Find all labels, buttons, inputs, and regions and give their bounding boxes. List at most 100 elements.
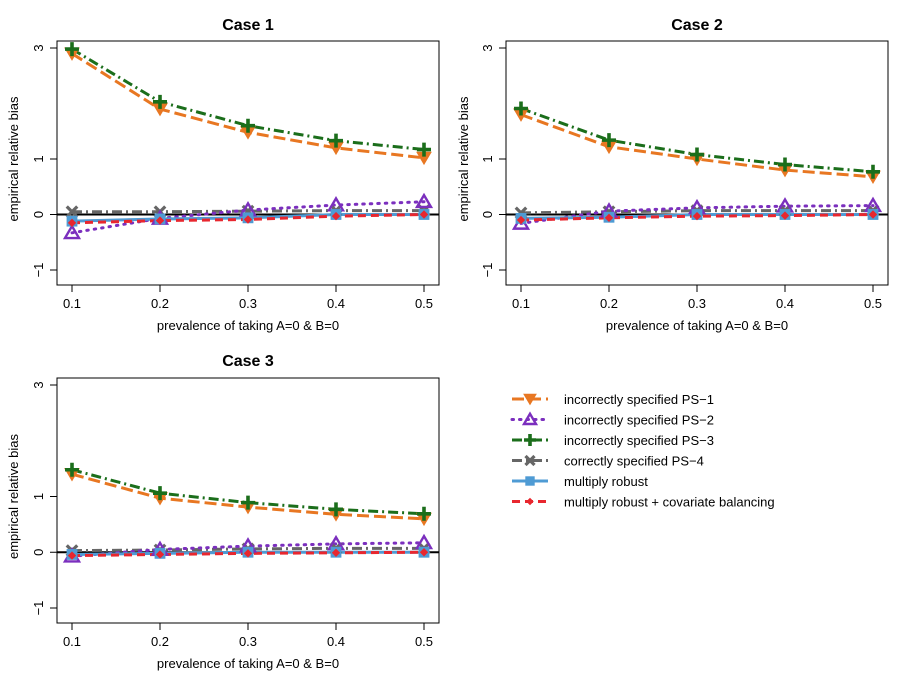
series-line-2 — [70, 200, 426, 235]
marker-diamond-small — [516, 215, 526, 225]
x-axis-label: prevalence of taking A=0 & B=0 — [606, 318, 788, 333]
x-tick-label: 0.5 — [864, 296, 882, 311]
legend-entry: incorrectly specified PS−2 — [510, 411, 714, 428]
marker-plus — [241, 495, 255, 510]
marker-diamond-small — [155, 216, 165, 225]
x-tick-label: 0.3 — [688, 296, 706, 311]
panel-3: Case 3 −1 0 1 3 0.1 0.2 0.3 0.4 0.5 prevalence of … — [6, 353, 440, 671]
legend-label: multiply robust — [564, 474, 648, 489]
y-tick-label: −1 — [31, 601, 46, 616]
panel-2: Case 2 −1 0 1 3 0.1 0.2 0.3 0.4 0.5 prevalence of … — [456, 17, 889, 333]
legend-entry: multiply robust + covariate balancing — [512, 495, 775, 510]
marker-diamond-small — [243, 549, 253, 558]
panel-title: Case 3 — [222, 353, 274, 370]
marker-cross — [524, 454, 536, 467]
series-line-1 — [71, 52, 425, 160]
x-tick-label: 0.4 — [776, 296, 794, 311]
plot-frame — [56, 40, 440, 286]
marker-triangle-up-open — [62, 223, 82, 240]
marker-plus — [690, 147, 704, 162]
x-tick-label: 0.2 — [151, 296, 169, 311]
x-axis-label: prevalence of taking A=0 & B=0 — [157, 318, 339, 333]
marker-diamond-small — [604, 213, 614, 223]
x-tick-label: 0.4 — [327, 296, 345, 311]
y-tick-label: −1 — [31, 263, 46, 278]
y-tick-label: 0 — [31, 549, 46, 556]
y-tick-label: 0 — [31, 211, 46, 218]
y-axis-label: empirical relative bias — [6, 96, 21, 221]
legend-label: incorrectly specified PS−2 — [564, 413, 714, 428]
x-tick-label: 0.4 — [327, 634, 345, 649]
legend-label: incorrectly specified PS−1 — [564, 392, 714, 407]
series-markers-1 — [64, 47, 432, 166]
marker-diamond-small — [780, 211, 790, 220]
y-tick-label: 1 — [31, 155, 46, 162]
marker-diamond-small — [331, 548, 341, 558]
legend-entry: correctly specified PS−4 — [512, 454, 704, 469]
marker-plus — [524, 434, 536, 446]
marker-plus — [514, 101, 528, 116]
legend-entry: incorrectly specified PS−1 — [512, 392, 714, 407]
legend-label: incorrectly specified PS−3 — [564, 433, 714, 448]
series-line-2 — [519, 204, 875, 225]
marker-triangle-down-filled — [523, 393, 537, 406]
y-tick-label: 3 — [480, 44, 495, 51]
x-tick-label: 0.3 — [239, 634, 257, 649]
x-tick-label: 0.1 — [63, 296, 81, 311]
marker-plus — [153, 94, 167, 109]
legend-label: multiply robust + covariate balancing — [564, 495, 775, 510]
marker-diamond-small — [868, 210, 878, 219]
marker-diamond-small — [67, 551, 77, 560]
series-line-3 — [71, 468, 425, 516]
marker-diamond-small — [419, 548, 429, 557]
marker-diamond-small — [67, 218, 77, 228]
marker-plus — [329, 502, 343, 517]
marker-plus — [153, 486, 167, 501]
series-line-1 — [520, 113, 874, 179]
marker-diamond-small — [243, 215, 253, 224]
legend-entry: incorrectly specified PS−3 — [512, 433, 714, 448]
series-markers-3 — [65, 462, 431, 521]
marker-plus — [602, 133, 616, 148]
marker-diamond-small — [331, 211, 341, 221]
x-tick-label: 0.3 — [239, 296, 257, 311]
marker-plus — [65, 462, 79, 477]
marker-triangle-up-open — [414, 192, 434, 209]
marker-plus — [417, 142, 431, 157]
x-tick-label: 0.1 — [63, 634, 81, 649]
marker-diamond-small — [155, 550, 165, 559]
legend: incorrectly specified PS−1 incorrectly sp… — [510, 392, 775, 510]
y-axis-label: empirical relative bias — [6, 434, 21, 559]
y-axis-label: empirical relative bias — [456, 96, 471, 221]
marker-plus — [778, 157, 792, 172]
marker-cross — [65, 205, 79, 219]
marker-diamond-small — [419, 210, 429, 219]
marker-diamond-small — [692, 211, 702, 221]
series-markers-3 — [514, 101, 880, 179]
plot-frame — [56, 377, 440, 624]
marker-plus — [417, 506, 431, 521]
series-line-2 — [70, 541, 426, 558]
marker-plus — [866, 164, 880, 179]
series-markers-6 — [516, 210, 878, 225]
y-tick-label: 1 — [480, 155, 495, 162]
series-line-3 — [71, 47, 425, 152]
plot-frame — [505, 40, 889, 286]
y-tick-label: 1 — [31, 493, 46, 500]
marker-plus — [329, 133, 343, 148]
series-markers-6 — [67, 548, 429, 560]
legend-label: correctly specified PS−4 — [564, 454, 704, 469]
x-tick-label: 0.1 — [512, 296, 530, 311]
y-tick-label: −1 — [480, 263, 495, 278]
x-axis-label: prevalence of taking A=0 & B=0 — [157, 656, 339, 671]
series-markers-3 — [65, 42, 431, 157]
panel-title: Case 2 — [671, 17, 723, 34]
legend-entry: multiply robust — [512, 474, 648, 489]
marker-plus — [241, 118, 255, 133]
x-tick-label: 0.5 — [415, 296, 433, 311]
y-tick-label: 3 — [31, 44, 46, 51]
marker-diamond-small — [526, 497, 534, 506]
series-markers-6 — [67, 210, 429, 228]
x-tick-label: 0.5 — [415, 634, 433, 649]
